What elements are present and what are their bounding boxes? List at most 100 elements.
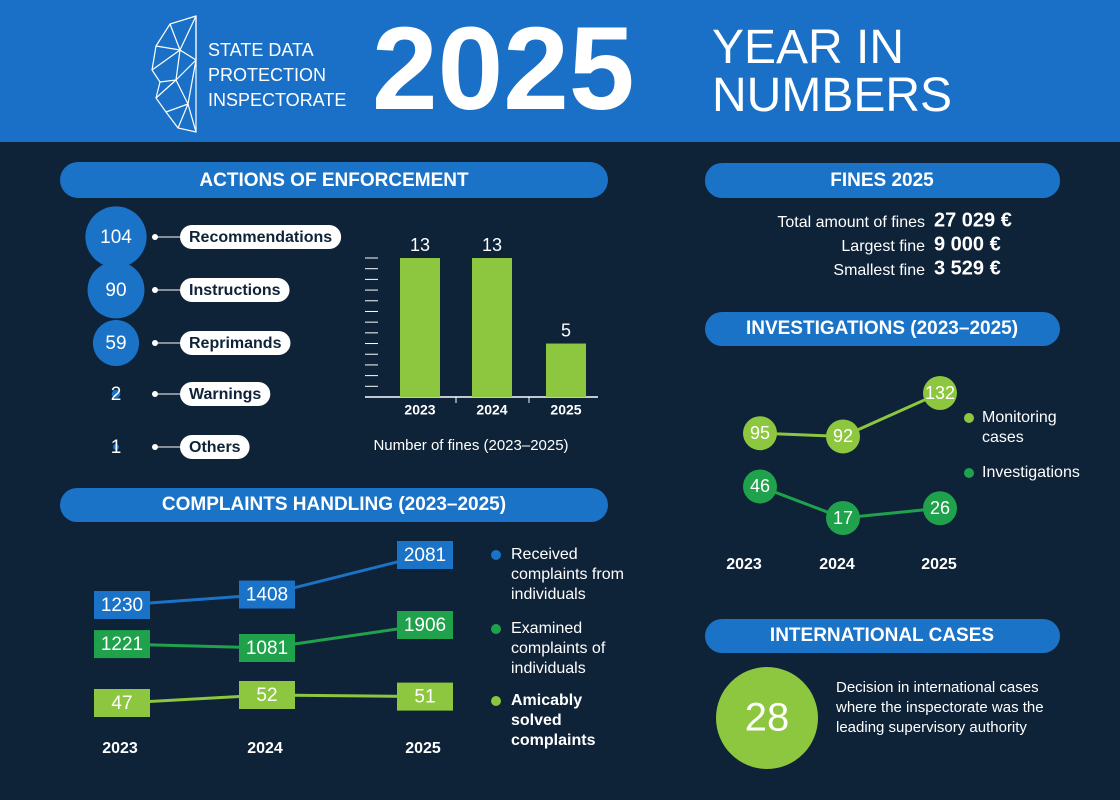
legend-text: Received complaints from individuals bbox=[511, 546, 624, 603]
bar bbox=[400, 258, 440, 397]
legend-dot bbox=[491, 624, 501, 634]
point-value: 17 bbox=[833, 508, 853, 528]
value-box bbox=[239, 580, 295, 609]
value-box bbox=[239, 634, 295, 662]
value-box bbox=[239, 681, 295, 709]
section-title: INVESTIGATIONS (2023–2025) bbox=[746, 318, 1018, 339]
box-value: 51 bbox=[414, 687, 435, 708]
header-band bbox=[0, 0, 1120, 142]
fine-label: Largest fine bbox=[841, 238, 925, 255]
x-tick-label: 2024 bbox=[476, 402, 507, 418]
action-label: Others bbox=[189, 439, 241, 456]
box-value: 1081 bbox=[246, 638, 288, 659]
bubble-value: 90 bbox=[105, 280, 126, 301]
x-tick-label: 2024 bbox=[247, 740, 283, 757]
section-title: INTERNATIONAL CASES bbox=[770, 625, 994, 646]
fine-amount: 3 529 € bbox=[934, 257, 1001, 279]
section-title: FINES 2025 bbox=[830, 170, 934, 191]
action-label: Reprimands bbox=[189, 335, 282, 352]
box-value: 47 bbox=[111, 693, 132, 714]
action-label: Recommendations bbox=[189, 229, 332, 246]
box-value: 1221 bbox=[101, 634, 143, 655]
fine-amount: 27 029 € bbox=[934, 209, 1012, 231]
fine-amount: 9 000 € bbox=[934, 233, 1001, 255]
bar bbox=[546, 343, 586, 397]
x-tick-label: 2025 bbox=[921, 556, 957, 573]
point-value: 92 bbox=[833, 426, 853, 446]
bar bbox=[472, 258, 512, 397]
point bbox=[923, 376, 957, 410]
bubble-value: 59 bbox=[105, 333, 126, 354]
action-label: Instructions bbox=[189, 282, 281, 299]
label-pill bbox=[180, 225, 342, 249]
bubble-value: 2 bbox=[111, 384, 122, 405]
international-circle bbox=[716, 667, 818, 769]
legend-dot bbox=[491, 550, 501, 560]
pill bbox=[705, 163, 1060, 198]
section-title: COMPLAINTS HANDLING (2023–2025) bbox=[162, 494, 506, 515]
label-pill bbox=[180, 382, 271, 406]
legend-text: Monitoring cases bbox=[982, 409, 1057, 446]
legend-text: Amicably solved complaints bbox=[511, 692, 596, 749]
value-box bbox=[397, 611, 453, 639]
value-box bbox=[94, 591, 150, 619]
box-value: 52 bbox=[256, 685, 277, 706]
x-tick-label: 2024 bbox=[819, 556, 855, 573]
legend-dot bbox=[964, 468, 974, 478]
connector-dot bbox=[152, 287, 158, 293]
bar-value: 5 bbox=[561, 320, 571, 340]
legend-dot bbox=[964, 413, 974, 423]
label-pill bbox=[180, 331, 291, 355]
bubble-value: 1 bbox=[111, 437, 122, 458]
header-title: YEAR IN NUMBERS bbox=[712, 21, 953, 122]
bar-value: 13 bbox=[482, 235, 502, 255]
point-value: 26 bbox=[930, 498, 950, 518]
bubble-value: 104 bbox=[100, 227, 132, 248]
point-value: 46 bbox=[750, 476, 770, 496]
legend-text: Examined complaints of individuals bbox=[511, 620, 606, 677]
x-tick-label: 2025 bbox=[405, 740, 441, 757]
international-text: Decision in international cases where th… bbox=[836, 679, 1044, 736]
point-value: 95 bbox=[750, 423, 770, 443]
pill bbox=[60, 488, 608, 522]
pill bbox=[60, 162, 608, 198]
bar-value: 13 bbox=[410, 235, 430, 255]
box-value: 2081 bbox=[404, 545, 446, 566]
label-pill bbox=[180, 278, 290, 302]
value-box bbox=[94, 689, 150, 717]
pill bbox=[705, 619, 1060, 653]
bubble bbox=[85, 206, 147, 268]
label-pill bbox=[180, 435, 250, 459]
value-box bbox=[397, 541, 453, 569]
fine-label: Total amount of fines bbox=[777, 214, 925, 231]
point bbox=[743, 416, 777, 451]
connector-dot bbox=[152, 391, 158, 397]
pill bbox=[705, 312, 1060, 346]
box-value: 1408 bbox=[246, 585, 288, 606]
connector-dot bbox=[152, 234, 158, 240]
value-box bbox=[397, 682, 453, 711]
section-title: ACTIONS OF ENFORCEMENT bbox=[199, 170, 469, 191]
connector-dot bbox=[152, 340, 158, 346]
bubble bbox=[113, 444, 119, 450]
pills bbox=[60, 162, 1060, 653]
legend-dot bbox=[491, 696, 501, 706]
point bbox=[826, 501, 860, 535]
x-tick-label: 2023 bbox=[102, 740, 138, 757]
fine-label: Smallest fine bbox=[833, 262, 925, 279]
year: 2025 bbox=[372, 3, 635, 135]
point-value: 132 bbox=[925, 383, 955, 403]
box-value: 1906 bbox=[404, 615, 446, 636]
bubble bbox=[111, 389, 121, 399]
international-value: 28 bbox=[745, 696, 790, 740]
x-tick-label: 2023 bbox=[726, 556, 762, 573]
bubble bbox=[87, 261, 145, 319]
point bbox=[923, 491, 957, 526]
connector-dot bbox=[152, 444, 158, 450]
point bbox=[743, 469, 777, 504]
org-name: STATE DATA PROTECTION INSPECTORATE bbox=[208, 40, 347, 110]
x-tick-label: 2023 bbox=[404, 402, 435, 418]
x-tick-label: 2025 bbox=[550, 402, 581, 418]
